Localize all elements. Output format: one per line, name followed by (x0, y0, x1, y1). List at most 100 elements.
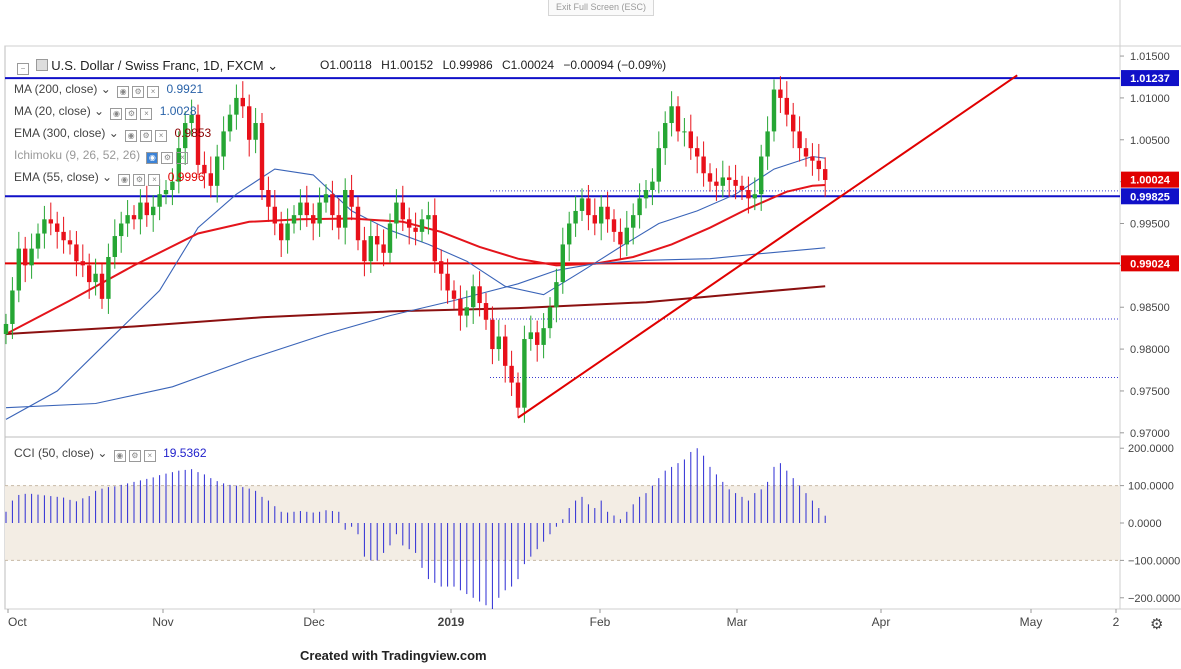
candle[interactable] (727, 165, 732, 197)
candle[interactable] (496, 319, 501, 361)
candle[interactable] (375, 224, 380, 262)
candle[interactable] (541, 313, 546, 359)
candle[interactable] (195, 104, 201, 175)
candle[interactable] (419, 209, 425, 242)
candle[interactable] (125, 200, 130, 237)
candle[interactable] (304, 185, 309, 227)
close-icon[interactable]: × (143, 450, 156, 462)
candle[interactable] (528, 315, 533, 351)
gear-icon[interactable]: ⚙ (128, 450, 141, 462)
legend-ichimoku[interactable]: Ichimoku (9, 26, 52, 26) ◉ ⚙ × (14, 148, 189, 164)
candle[interactable] (272, 190, 277, 236)
candle[interactable] (35, 223, 41, 259)
candle[interactable] (87, 253, 92, 299)
candle[interactable] (215, 144, 220, 203)
gear-icon[interactable]: ⚙ (161, 152, 174, 164)
candle[interactable] (803, 138, 809, 167)
candle[interactable] (695, 136, 700, 174)
candle[interactable] (330, 180, 335, 231)
candle[interactable] (656, 131, 661, 194)
candle[interactable] (701, 141, 706, 187)
candle[interactable] (759, 144, 764, 211)
candle[interactable] (464, 290, 469, 328)
candle[interactable] (74, 231, 79, 277)
close-icon[interactable]: × (148, 174, 161, 186)
candle[interactable] (99, 263, 105, 309)
candle[interactable] (55, 211, 60, 249)
candle[interactable] (407, 207, 412, 245)
candle[interactable] (675, 96, 681, 142)
gear-icon[interactable]: ⚙ (140, 130, 153, 142)
candle[interactable] (3, 313, 9, 345)
candle[interactable] (227, 104, 233, 142)
candle[interactable] (746, 176, 751, 214)
candle[interactable] (586, 184, 591, 231)
candle[interactable] (61, 216, 66, 254)
gear-icon[interactable]: ⚙ (133, 174, 146, 186)
chevron-down-icon[interactable]: ⌄ (94, 104, 105, 118)
candle[interactable] (823, 157, 828, 197)
candle[interactable] (797, 116, 802, 162)
legend-ma200[interactable]: MA (200, close) ⌄ ◉ ⚙ × 0.9921 (14, 82, 203, 98)
candle[interactable] (663, 111, 668, 165)
candle[interactable] (253, 107, 258, 154)
candle[interactable] (682, 118, 687, 147)
symbol-title[interactable]: U.S. Dollar / Swiss Franc, 1D, FXCM (51, 58, 264, 73)
candle[interactable] (567, 211, 572, 262)
candle[interactable] (784, 81, 789, 127)
candle[interactable] (336, 198, 341, 240)
legend-ema55[interactable]: EMA (55, close) ⌄ ◉ ⚙ × 0.9996 (14, 170, 205, 186)
candle[interactable] (669, 91, 674, 137)
chevron-down-icon[interactable]: ⌄ (108, 126, 119, 140)
candle[interactable] (503, 324, 508, 383)
candle[interactable] (48, 202, 53, 236)
candle[interactable] (151, 195, 156, 232)
candle[interactable] (23, 236, 28, 283)
candle[interactable] (176, 131, 181, 194)
candle[interactable] (611, 209, 617, 242)
legend-ema300[interactable]: EMA (300, close) ⌄ ◉ ⚙ × 0.9853 (14, 126, 211, 142)
candle[interactable] (131, 205, 137, 230)
close-icon[interactable]: × (176, 152, 189, 164)
candle[interactable] (599, 195, 604, 241)
eye-icon[interactable]: ◉ (146, 152, 159, 164)
candle[interactable] (93, 258, 98, 296)
candle[interactable] (535, 320, 540, 362)
candle[interactable] (106, 243, 111, 314)
eye-icon[interactable]: ◉ (113, 450, 126, 462)
candle[interactable] (624, 210, 629, 257)
candle[interactable] (42, 205, 47, 249)
candle[interactable] (112, 219, 117, 269)
candle[interactable] (298, 189, 303, 231)
candle[interactable] (16, 231, 21, 303)
candle[interactable] (138, 189, 143, 235)
candle[interactable] (483, 292, 489, 330)
candle[interactable] (554, 268, 559, 323)
candle[interactable] (144, 185, 149, 227)
candle[interactable] (368, 219, 373, 273)
close-icon[interactable]: × (147, 86, 160, 98)
candle[interactable] (560, 227, 565, 294)
candle[interactable] (720, 160, 725, 198)
candle[interactable] (547, 297, 553, 339)
candle[interactable] (714, 168, 719, 201)
candle[interactable] (816, 143, 821, 181)
candle[interactable] (381, 229, 386, 267)
candle[interactable] (183, 111, 188, 165)
candle[interactable] (445, 258, 450, 304)
candle[interactable] (631, 203, 636, 245)
close-icon[interactable]: × (155, 130, 168, 142)
legend-cci[interactable]: CCI (50, close) ⌄ ◉ ⚙ × 19.5362 (14, 446, 207, 462)
gear-icon[interactable]: ⚙ (125, 108, 138, 120)
candle[interactable] (394, 189, 399, 239)
candle[interactable] (733, 164, 738, 200)
settings-gear-icon[interactable]: ⚙ (1150, 616, 1164, 633)
candle[interactable] (605, 191, 610, 233)
candle[interactable] (247, 94, 252, 157)
eye-icon[interactable]: ◉ (125, 130, 138, 142)
candle[interactable] (650, 168, 655, 206)
candle[interactable] (765, 116, 770, 170)
candle[interactable] (637, 183, 642, 229)
eye-icon[interactable]: ◉ (110, 108, 123, 120)
candle[interactable] (458, 285, 463, 331)
